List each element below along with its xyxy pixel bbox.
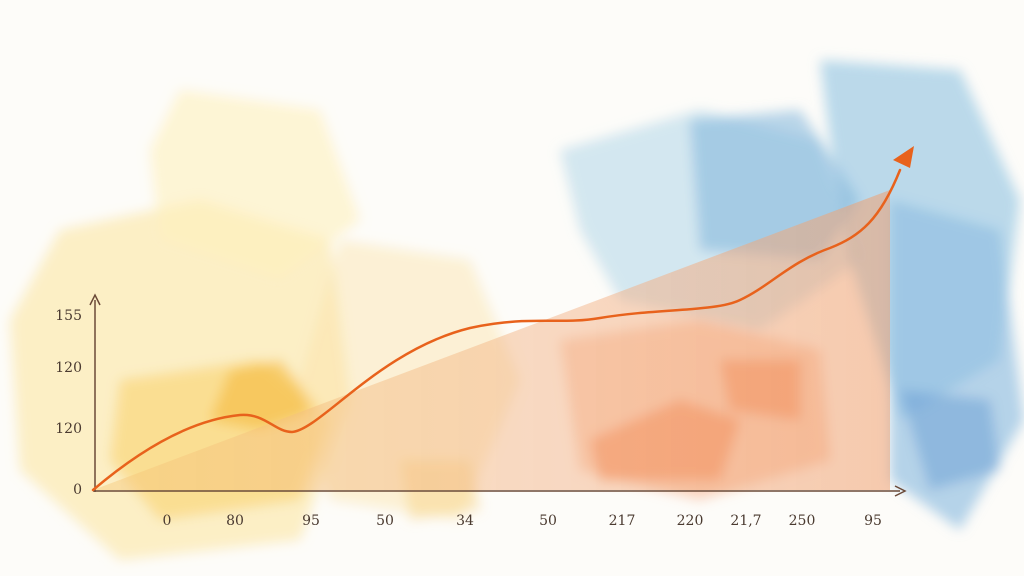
shaded-area	[93, 190, 890, 490]
trend-arrowhead	[893, 146, 914, 168]
axes	[89, 293, 907, 497]
x-tick-label: 220	[677, 513, 704, 529]
x-tick-label: 95	[302, 513, 320, 529]
y-tick-label: 120	[55, 360, 82, 376]
x-tick-label: 250	[789, 513, 816, 529]
x-tick-label: 95	[864, 513, 882, 529]
x-tick-label: 34	[456, 513, 474, 529]
x-tick-label: 80	[226, 513, 244, 529]
y-tick-label: 0	[73, 482, 82, 498]
x-tick-label: 21,7	[730, 513, 761, 529]
y-axis-labels: 155 120 120 0	[55, 308, 82, 498]
y-tick-label: 120	[55, 421, 82, 437]
x-tick-label: 50	[376, 513, 394, 529]
y-tick-label: 155	[55, 308, 82, 324]
x-tick-label: 217	[609, 513, 636, 529]
x-tick-label: 50	[539, 513, 557, 529]
x-axis-labels: 0 80 95 50 34 50 217 220 21,7 250 95	[163, 513, 882, 529]
trend-line	[91, 168, 902, 492]
x-tick-label: 0	[163, 513, 172, 529]
